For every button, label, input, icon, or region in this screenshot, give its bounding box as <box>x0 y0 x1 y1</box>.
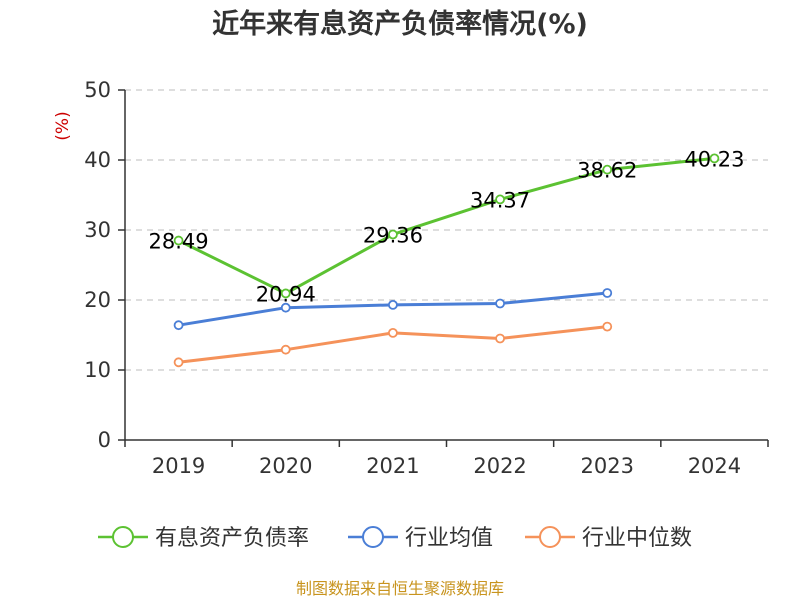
data-point <box>173 320 184 331</box>
series-1 <box>173 288 613 331</box>
data-point <box>280 302 291 313</box>
data-label: 20.94 <box>256 282 316 306</box>
data-point <box>495 298 505 309</box>
series-line <box>177 156 715 295</box>
data-label: 38.62 <box>577 159 637 183</box>
legend-marker <box>539 526 561 548</box>
y-tick-label: 0 <box>98 428 111 452</box>
x-tick-label: 2022 <box>473 454 526 478</box>
series-0 <box>173 153 720 299</box>
data-label: 28.49 <box>149 230 209 254</box>
grid <box>125 89 768 371</box>
source-note: 制图数据来自恒生聚源数据库 <box>296 579 504 598</box>
data-point <box>602 288 613 298</box>
data-point <box>388 299 398 310</box>
data-point <box>280 288 291 299</box>
legend-item-0: 有息资产负债率 <box>98 526 309 551</box>
x-tick-label: 2019 <box>152 454 205 478</box>
y-tick-label: 30 <box>84 218 111 242</box>
data-point <box>173 235 184 246</box>
legend-label: 行业均值 <box>405 526 493 551</box>
data-point <box>495 194 505 205</box>
legend-marker <box>112 526 134 548</box>
data-labels: 28.49 20.94 29.36 34.37 38.62 40.23 <box>149 147 745 306</box>
axes: 0 10 20 30 40 50 2019 2020 2021 2022 2023 2024 <box>84 78 769 478</box>
data-point <box>173 357 184 368</box>
y-tick-label: 10 <box>84 358 111 382</box>
data-point <box>280 344 291 355</box>
legend-item-2: 行业中位数 <box>525 526 692 551</box>
data-point <box>495 333 505 344</box>
data-point <box>388 229 398 240</box>
legend: 有息资产负债率 行业均值 行业中位数 <box>98 526 692 551</box>
y-tick-label: 50 <box>84 78 111 102</box>
data-point <box>602 321 613 332</box>
data-point <box>602 164 613 175</box>
series <box>173 153 720 368</box>
x-tick-label: 2020 <box>259 454 312 478</box>
legend-label: 有息资产负债率 <box>155 526 309 551</box>
y-tick-label: 20 <box>84 288 111 312</box>
y-tick-label: 40 <box>84 148 111 172</box>
legend-marker <box>362 526 384 548</box>
y-axis-label: (%) <box>53 111 73 140</box>
data-label: 40.23 <box>684 147 744 171</box>
x-tick-label: 2021 <box>366 454 419 478</box>
data-label: 34.37 <box>470 188 530 212</box>
legend-item-1: 行业均值 <box>348 526 493 551</box>
data-point <box>709 153 720 164</box>
data-point <box>388 327 398 338</box>
x-tick-label: 2024 <box>688 454 741 478</box>
legend-label: 行业中位数 <box>582 526 692 551</box>
chart-title: 近年来有息资产负债率情况(%) <box>212 8 588 40</box>
x-tick-label: 2023 <box>581 454 634 478</box>
data-label: 29.36 <box>363 223 423 247</box>
series-2 <box>173 321 613 368</box>
